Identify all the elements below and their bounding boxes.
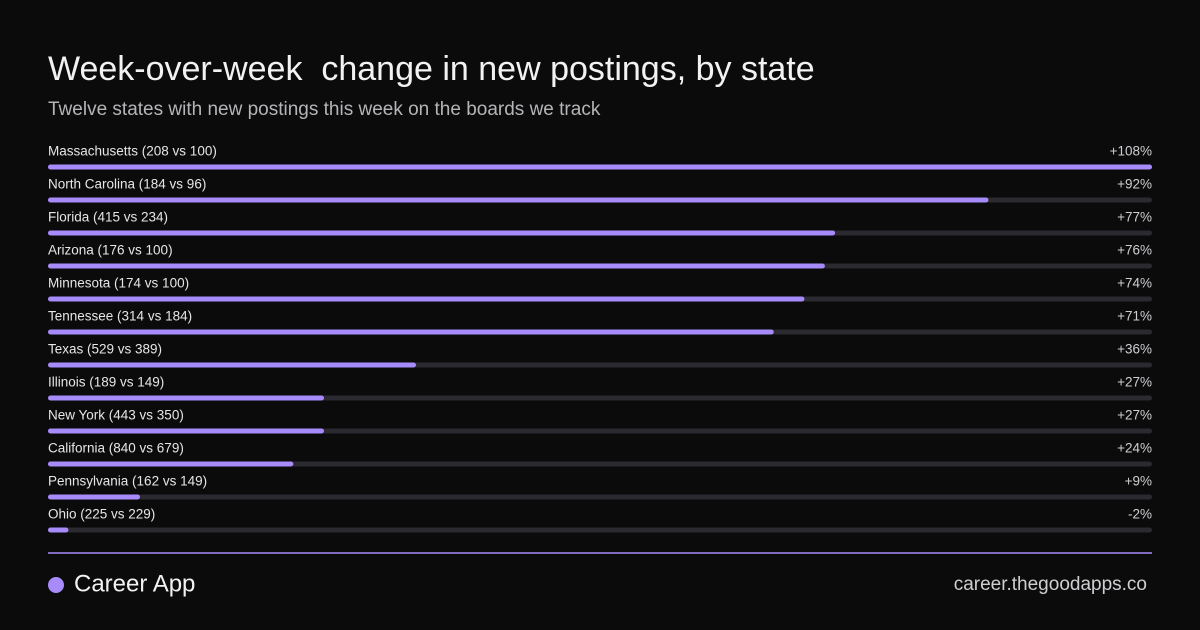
bar (48, 494, 140, 500)
bar (48, 329, 774, 335)
bar-track (48, 395, 1152, 401)
chart-title: Week-over-week change in new postings, b… (48, 50, 815, 88)
row-label: Massachusetts (208 vs 100) (48, 144, 217, 159)
bar-track (48, 428, 1152, 434)
row-label: North Carolina (184 vs 96) (48, 177, 206, 192)
row-label: Pennsylvania (162 vs 149) (48, 474, 207, 489)
bar (48, 428, 324, 434)
value-label: +76% (1117, 243, 1152, 258)
bar-track (48, 527, 1152, 533)
value-label: +27% (1117, 375, 1152, 390)
brand-dot (48, 577, 64, 593)
bar-track (48, 494, 1152, 500)
url: career.thegoodapps.co (954, 574, 1147, 595)
bar (48, 164, 1152, 170)
row-label: New York (443 vs 350) (48, 408, 184, 423)
bar (48, 263, 825, 269)
value-label: +77% (1117, 210, 1152, 225)
row-label: California (840 vs 679) (48, 441, 184, 456)
value-label: +71% (1117, 309, 1152, 324)
chart-subtitle: Twelve states with new postings this wee… (48, 99, 601, 120)
bar (48, 461, 294, 467)
value-label: +74% (1117, 276, 1152, 291)
row-label: Ohio (225 vs 229) (48, 507, 155, 522)
bar (48, 527, 69, 533)
value-label: +36% (1117, 342, 1152, 357)
value-label: +24% (1117, 441, 1152, 456)
bar (48, 230, 836, 236)
value-label: +92% (1117, 177, 1152, 192)
bar (48, 296, 805, 302)
row-label: Tennessee (314 vs 184) (48, 309, 192, 324)
bar (48, 362, 416, 368)
value-label: +108% (1110, 144, 1152, 159)
value-label: +9% (1125, 474, 1152, 489)
bar (48, 197, 989, 203)
row-label: Minnesota (174 vs 100) (48, 276, 189, 291)
value-label: -2% (1128, 507, 1152, 522)
value-label: +27% (1117, 408, 1152, 423)
row-label: Florida (415 vs 234) (48, 210, 168, 225)
row-label: Texas (529 vs 389) (48, 342, 162, 357)
row-label: Illinois (189 vs 149) (48, 375, 164, 390)
brand: Career App (74, 570, 195, 597)
row-label: Arizona (176 vs 100) (48, 243, 173, 258)
bar (48, 395, 324, 401)
bar-track (48, 461, 1152, 467)
